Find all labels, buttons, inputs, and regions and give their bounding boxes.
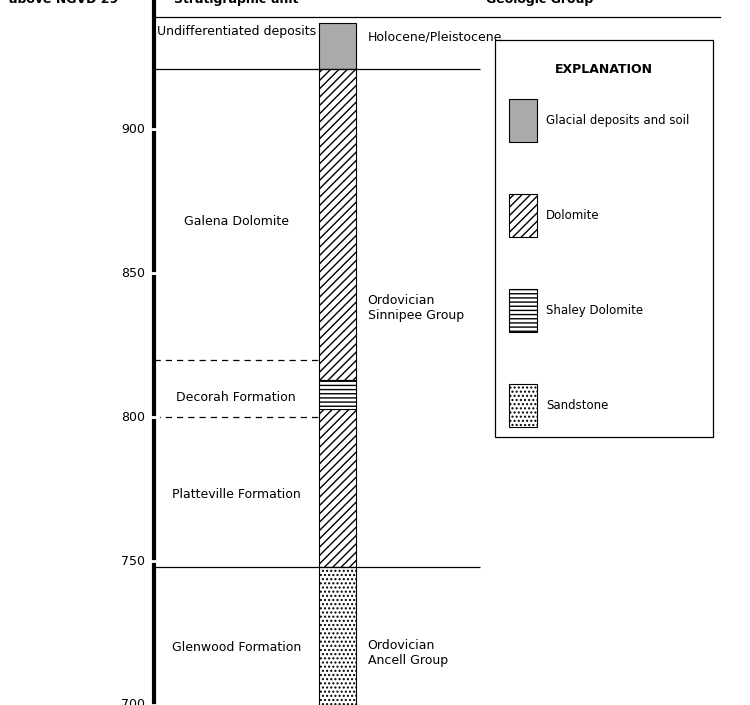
Bar xyxy=(509,384,537,427)
Text: Altitude,
in feet
above NGVD 29: Altitude, in feet above NGVD 29 xyxy=(9,0,118,6)
Text: Decorah Formation: Decorah Formation xyxy=(176,391,296,403)
Text: Glacial deposits and soil: Glacial deposits and soil xyxy=(546,114,689,128)
Text: Galena Dolomite: Galena Dolomite xyxy=(184,215,289,228)
Bar xyxy=(495,40,712,437)
Bar xyxy=(319,409,356,567)
Text: 850: 850 xyxy=(121,267,145,280)
Bar xyxy=(319,567,356,705)
Text: Geologic Age/
Geologic Group: Geologic Age/ Geologic Group xyxy=(486,0,594,6)
Text: Undifferentiated deposits: Undifferentiated deposits xyxy=(157,25,316,38)
Text: 700: 700 xyxy=(121,699,145,705)
Text: Glenwood Formation: Glenwood Formation xyxy=(172,641,301,654)
Bar xyxy=(319,69,356,380)
Text: Ordovician
Ancell Group: Ordovician Ancell Group xyxy=(368,639,448,667)
Text: Stratigraphic unit: Stratigraphic unit xyxy=(174,0,298,6)
Text: 750: 750 xyxy=(121,555,145,568)
Text: Ordovician
Sinnipee Group: Ordovician Sinnipee Group xyxy=(368,294,464,322)
Bar xyxy=(509,289,537,332)
Bar xyxy=(509,195,537,238)
Text: 800: 800 xyxy=(121,411,145,424)
Text: Platteville Formation: Platteville Formation xyxy=(172,489,301,501)
Text: EXPLANATION: EXPLANATION xyxy=(555,63,652,76)
Text: Dolomite: Dolomite xyxy=(546,209,600,222)
Bar xyxy=(509,99,537,142)
Text: Holocene/Pleistocene: Holocene/Pleistocene xyxy=(368,31,502,44)
Bar xyxy=(319,23,356,69)
Bar xyxy=(319,380,356,409)
Text: Shaley Dolomite: Shaley Dolomite xyxy=(546,305,643,317)
Text: 900: 900 xyxy=(121,123,145,136)
Text: Sandstone: Sandstone xyxy=(546,399,608,412)
